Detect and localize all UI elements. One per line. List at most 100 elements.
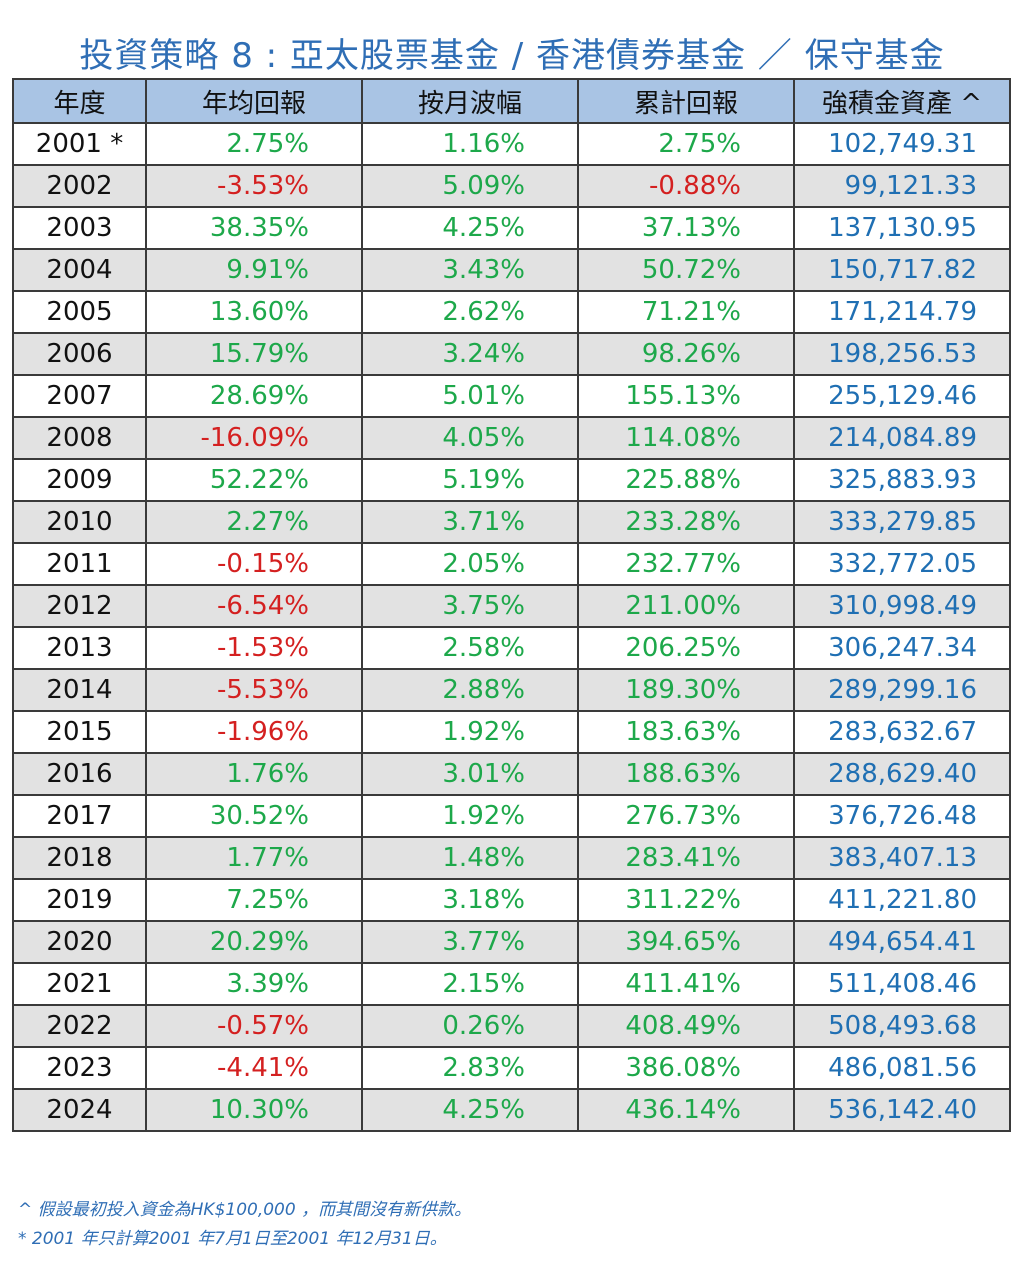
- table-row: 2006 15.79% 3.24% 98.26% 198,256.53: [12, 332, 1011, 376]
- annual-return-cell: -1.96%: [145, 710, 363, 754]
- page-title: 投資策略 8 : 亞太股票基金 / 香港債券基金 ／ 保守基金: [79, 36, 945, 76]
- asset-cell: 383,407.13: [793, 836, 1011, 880]
- year-cell: 2006: [12, 332, 147, 376]
- volatility-cell: 5.09%: [361, 164, 579, 208]
- volatility-cell: 5.19%: [361, 458, 579, 502]
- table-row: 2023 -4.41% 2.83% 386.08% 486,081.56: [12, 1046, 1011, 1090]
- year-cell: 2007: [12, 374, 147, 418]
- annual-return-cell: -6.54%: [145, 584, 363, 628]
- annual-return-cell: 52.22%: [145, 458, 363, 502]
- annual-return-cell: 28.69%: [145, 374, 363, 418]
- annual-return-cell: -1.53%: [145, 626, 363, 670]
- annual-return-cell: 9.91%: [145, 248, 363, 292]
- asset-cell: 486,081.56: [793, 1046, 1011, 1090]
- annual-return-cell: -4.41%: [145, 1046, 363, 1090]
- asset-cell: 283,632.67: [793, 710, 1011, 754]
- asset-cell: 288,629.40: [793, 752, 1011, 796]
- table-row: 2018 1.77% 1.48% 283.41% 383,407.13: [12, 836, 1011, 880]
- volatility-cell: 1.92%: [361, 794, 579, 838]
- table-row: 2010 2.27% 3.71% 233.28% 333,279.85: [12, 500, 1011, 544]
- annual-return-cell: 30.52%: [145, 794, 363, 838]
- asset-cell: 171,214.79: [793, 290, 1011, 334]
- annual-return-cell: 2.27%: [145, 500, 363, 544]
- annual-return-cell: 7.25%: [145, 878, 363, 922]
- annual-return-cell: -0.57%: [145, 1004, 363, 1048]
- asset-cell: 310,998.49: [793, 584, 1011, 628]
- header-annual-return: 年均回報: [145, 78, 363, 124]
- volatility-cell: 2.83%: [361, 1046, 579, 1090]
- cumulative-return-cell: 394.65%: [577, 920, 795, 964]
- footnote-initial-capital: ^ 假設最初投入資金為HK$100,000 ，而其間沒有新供款。: [18, 1200, 472, 1220]
- table-row: 2022 -0.57% 0.26% 408.49% 508,493.68: [12, 1004, 1011, 1048]
- volatility-cell: 3.43%: [361, 248, 579, 292]
- asset-cell: 150,717.82: [793, 248, 1011, 292]
- volatility-cell: 4.25%: [361, 1088, 579, 1132]
- table-row: 2011 -0.15% 2.05% 232.77% 332,772.05: [12, 542, 1011, 586]
- annual-return-cell: -0.15%: [145, 542, 363, 586]
- volatility-cell: 3.18%: [361, 878, 579, 922]
- year-cell: 2023: [12, 1046, 147, 1090]
- asset-cell: 511,408.46: [793, 962, 1011, 1006]
- cumulative-return-cell: 183.63%: [577, 710, 795, 754]
- volatility-cell: 2.58%: [361, 626, 579, 670]
- table-row: 2016 1.76% 3.01% 188.63% 288,629.40: [12, 752, 1011, 796]
- cumulative-return-cell: 189.30%: [577, 668, 795, 712]
- table-row: 2024 10.30% 4.25% 436.14% 536,142.40: [12, 1088, 1011, 1132]
- year-cell: 2011: [12, 542, 147, 586]
- asset-cell: 494,654.41: [793, 920, 1011, 964]
- table-body: 2001 * 2.75% 1.16% 2.75% 102,749.31 2002 -3.53…: [12, 122, 1011, 1132]
- annual-return-cell: 1.76%: [145, 752, 363, 796]
- asset-cell: 214,084.89: [793, 416, 1011, 460]
- asset-cell: 333,279.85: [793, 500, 1011, 544]
- volatility-cell: 0.26%: [361, 1004, 579, 1048]
- asset-cell: 255,129.46: [793, 374, 1011, 418]
- volatility-cell: 3.77%: [361, 920, 579, 964]
- annual-return-cell: 15.79%: [145, 332, 363, 376]
- asset-cell: 289,299.16: [793, 668, 1011, 712]
- year-cell: 2015: [12, 710, 147, 754]
- cumulative-return-cell: 188.63%: [577, 752, 795, 796]
- cumulative-return-cell: 283.41%: [577, 836, 795, 880]
- header-cumulative-return: 累計回報: [577, 78, 795, 124]
- cumulative-return-cell: 211.00%: [577, 584, 795, 628]
- asset-cell: 198,256.53: [793, 332, 1011, 376]
- cumulative-return-cell: 2.75%: [577, 122, 795, 166]
- year-cell: 2004: [12, 248, 147, 292]
- cumulative-return-cell: 276.73%: [577, 794, 795, 838]
- cumulative-return-cell: 233.28%: [577, 500, 795, 544]
- cumulative-return-cell: 411.41%: [577, 962, 795, 1006]
- cumulative-return-cell: 114.08%: [577, 416, 795, 460]
- year-cell: 2021: [12, 962, 147, 1006]
- table-row: 2015 -1.96% 1.92% 183.63% 283,632.67: [12, 710, 1011, 754]
- year-cell: 2016: [12, 752, 147, 796]
- year-cell: 2019: [12, 878, 147, 922]
- table-row: 2019 7.25% 3.18% 311.22% 411,221.80: [12, 878, 1011, 922]
- table-row: 2008 -16.09% 4.05% 114.08% 214,084.89: [12, 416, 1011, 460]
- table-row: 2013 -1.53% 2.58% 206.25% 306,247.34: [12, 626, 1011, 670]
- volatility-cell: 2.05%: [361, 542, 579, 586]
- asset-cell: 306,247.34: [793, 626, 1011, 670]
- volatility-cell: 1.16%: [361, 122, 579, 166]
- volatility-cell: 4.05%: [361, 416, 579, 460]
- volatility-cell: 2.88%: [361, 668, 579, 712]
- header-monthly-volatility: 按月波幅: [361, 78, 579, 124]
- annual-return-cell: -3.53%: [145, 164, 363, 208]
- volatility-cell: 1.92%: [361, 710, 579, 754]
- year-cell: 2010: [12, 500, 147, 544]
- volatility-cell: 2.15%: [361, 962, 579, 1006]
- year-cell: 2013: [12, 626, 147, 670]
- year-cell: 2022: [12, 1004, 147, 1048]
- asset-cell: 99,121.33: [793, 164, 1011, 208]
- volatility-cell: 1.48%: [361, 836, 579, 880]
- table-row: 2002 -3.53% 5.09% -0.88% 99,121.33: [12, 164, 1011, 208]
- cumulative-return-cell: 50.72%: [577, 248, 795, 292]
- volatility-cell: 2.62%: [361, 290, 579, 334]
- cumulative-return-cell: 311.22%: [577, 878, 795, 922]
- cumulative-return-cell: 225.88%: [577, 458, 795, 502]
- year-cell: 2017: [12, 794, 147, 838]
- table-row: 2012 -6.54% 3.75% 211.00% 310,998.49: [12, 584, 1011, 628]
- year-cell: 2002: [12, 164, 147, 208]
- table-row: 2005 13.60% 2.62% 71.21% 171,214.79: [12, 290, 1011, 334]
- asset-cell: 332,772.05: [793, 542, 1011, 586]
- year-cell: 2001 *: [12, 122, 147, 166]
